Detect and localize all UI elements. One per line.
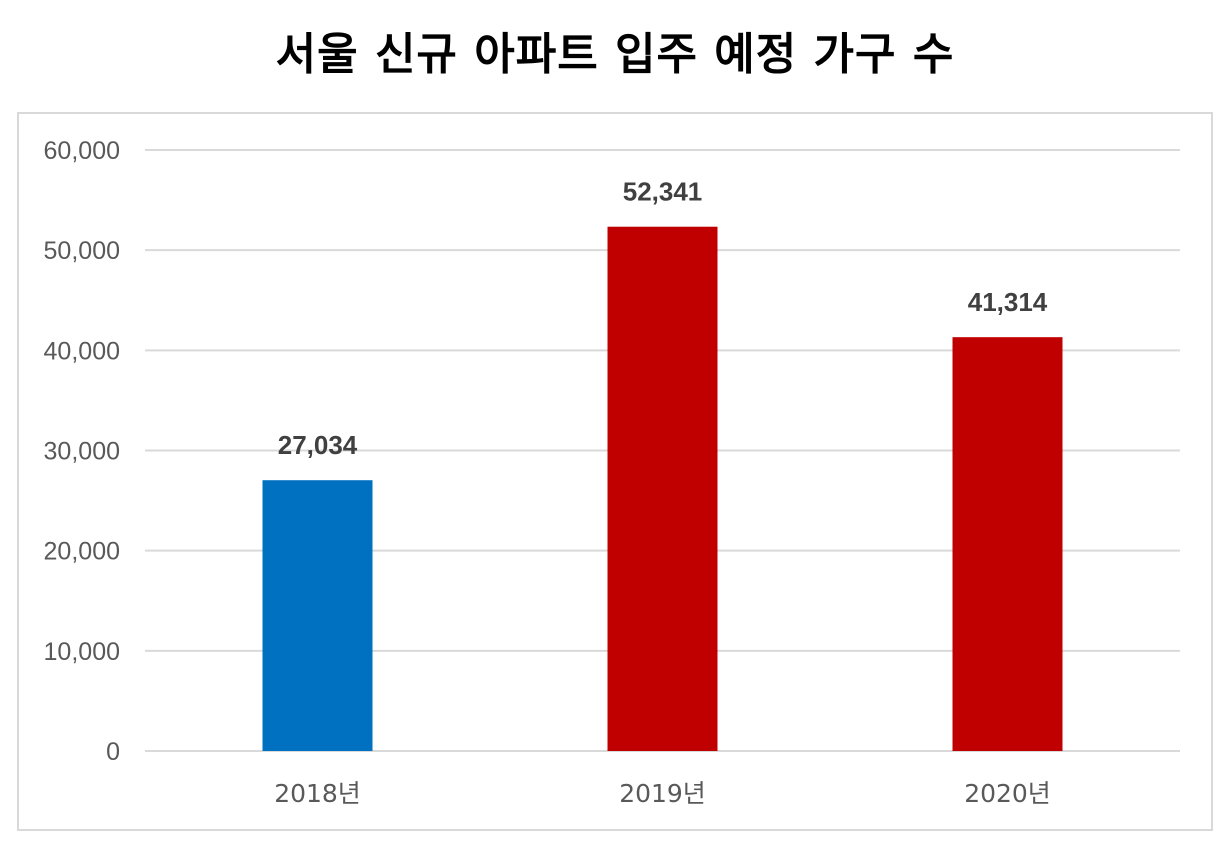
- x-category-label: 2018년: [274, 779, 361, 808]
- y-tick-label: 30,000: [44, 438, 120, 466]
- y-tick-label: 20,000: [44, 538, 120, 566]
- y-tick-label: 10,000: [44, 638, 120, 666]
- bar-2: [607, 226, 718, 751]
- y-tick-label: 40,000: [44, 337, 120, 365]
- bar-1: [262, 480, 373, 751]
- chart-title: 서울 신규 아파트 입주 예정 가구 수: [275, 29, 955, 80]
- data-labels: 27,034 52,341 41,314: [278, 177, 1048, 460]
- x-axis-category-labels: 2018년 2019년 2020년: [274, 779, 1051, 808]
- data-label: 52,341: [623, 177, 703, 207]
- y-tick-label: 0: [106, 738, 120, 766]
- y-axis-tick-labels: 0 10,000 20,000 30,000 40,000 50,000 60,000: [44, 137, 120, 766]
- bar-3: [952, 337, 1063, 751]
- data-label: 41,314: [968, 287, 1048, 317]
- x-category-label: 2019년: [619, 779, 706, 808]
- x-category-label: 2020년: [964, 779, 1051, 808]
- y-tick-label: 60,000: [44, 137, 120, 165]
- y-tick-label: 50,000: [44, 237, 120, 265]
- bars: [262, 226, 1063, 751]
- data-label: 27,034: [278, 430, 358, 460]
